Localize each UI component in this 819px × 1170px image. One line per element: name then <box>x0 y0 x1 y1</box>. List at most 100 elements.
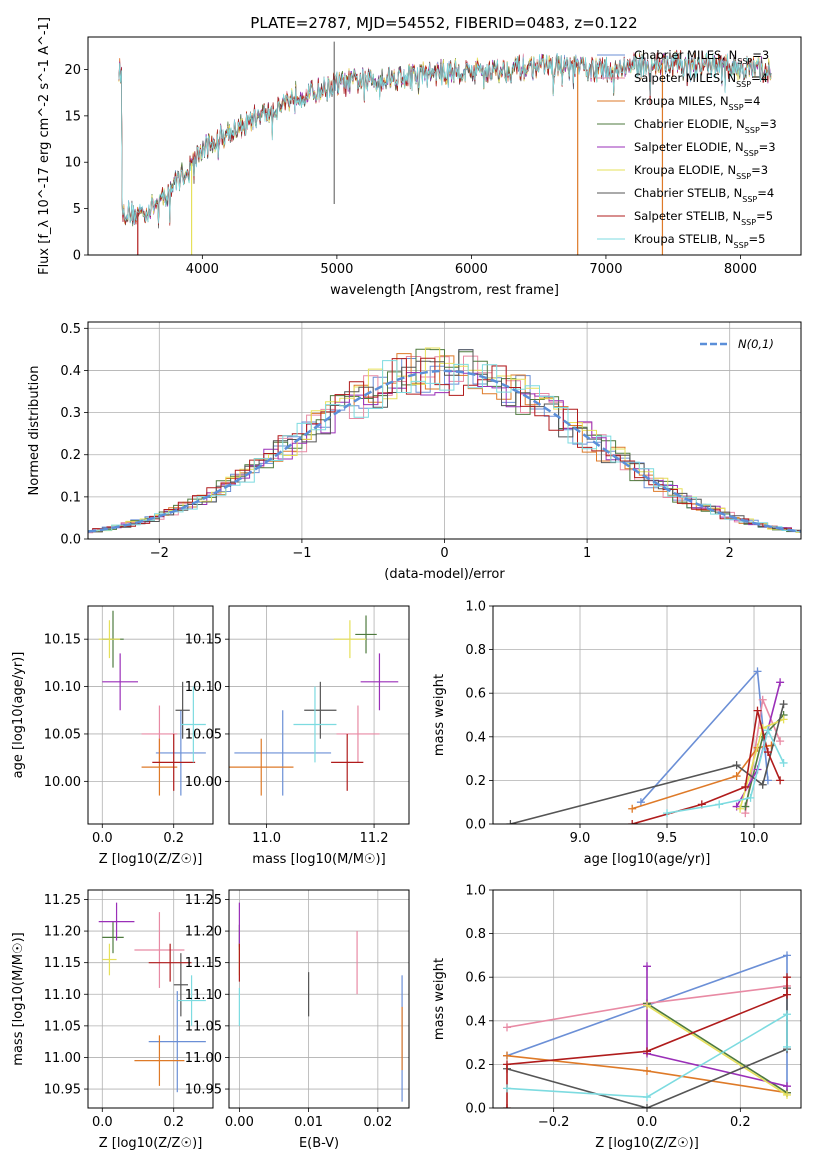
axes-frame <box>87 605 214 825</box>
y-tick-label: 0.3 <box>60 406 81 421</box>
error-bar-point <box>98 620 121 659</box>
y-tick-label: 10.05 <box>44 727 81 742</box>
histogram-step <box>88 360 801 533</box>
weight-marker <box>783 990 791 999</box>
y-tick-label: 0.4 <box>465 1014 486 1029</box>
weight-marker <box>628 804 637 813</box>
legend-label: Chabrier ELODIE, NSSP=3 <box>634 117 777 135</box>
weight-marker <box>741 782 750 791</box>
y-tick-label: 10.95 <box>44 1083 81 1098</box>
figure-title: PLATE=2787, MJD=54552, FIBERID=0483, z=0… <box>250 14 637 32</box>
panel-residual-histogram: −2 −1 0 1 2 0.0 0.1 0.2 0.3 0.4 0.5 (data-model)/er… <box>27 321 802 582</box>
legend-subscript: SSP <box>736 80 751 89</box>
y-tick-label: 10.15 <box>44 633 81 648</box>
x-axis-label: wavelength [Angstrom, rest frame] <box>330 283 559 298</box>
y-tick-label: 10.00 <box>185 775 222 790</box>
axes-frame <box>492 889 802 1109</box>
x-ticks: 0.0 0.2 <box>92 824 184 846</box>
y-ticks: 10.00 10.05 10.10 10.15 <box>44 633 88 790</box>
y-tick-label: 10 <box>64 156 81 171</box>
y-tick-label: 0.6 <box>465 687 486 702</box>
weight-marker <box>503 1104 511 1108</box>
legend-label: Salpeter MILES, NSSP=4 <box>634 71 768 89</box>
y-ticks: 0.0 0.2 0.4 0.6 0.8 1.0 <box>465 600 493 833</box>
weight-marker <box>643 1104 651 1108</box>
x-tick-label: 0.2 <box>163 1115 184 1130</box>
legend-subscript: SSP <box>736 172 751 181</box>
weight-marker <box>753 667 762 676</box>
y-tick-label: 11.05 <box>185 1019 222 1034</box>
y-tick-label: 1.0 <box>465 884 486 899</box>
legend: Chabrier MILES, NSSP=3 Salpeter MILES, NS… <box>597 48 777 250</box>
weight-line <box>631 710 781 824</box>
x-tick-label: 6000 <box>455 262 488 277</box>
y-tick-label: 0.2 <box>60 448 81 463</box>
x-ticks: 11.0 11.2 <box>252 824 389 846</box>
x-ticks: −0.2 0.0 0.2 <box>538 1108 751 1130</box>
error-bar-point <box>234 710 332 796</box>
error-bar-point <box>152 733 196 791</box>
error-bar-point <box>148 991 206 1093</box>
weight-marker <box>779 715 788 724</box>
legend-count: =3 <box>751 163 768 177</box>
error-bar-point <box>293 686 337 763</box>
y-tick-label: 10.15 <box>185 633 222 648</box>
y-tick-label: 11.15 <box>44 956 81 971</box>
y-tick-label: 10.00 <box>44 775 81 790</box>
spectrum-lines <box>118 41 772 255</box>
y-tick-label: 10.05 <box>185 727 222 742</box>
y-tick-label: 11.20 <box>44 925 81 940</box>
y-tick-label: 0.6 <box>465 971 486 986</box>
x-tick-label: 0.2 <box>163 831 184 846</box>
x-axis-label: Z [log10(Z/Z☉)] <box>595 1136 699 1151</box>
weight-marker <box>763 726 772 735</box>
y-tick-label: 20 <box>64 63 81 78</box>
y-tick-label: 0.1 <box>60 490 81 505</box>
weight-marker <box>643 962 651 971</box>
x-axis-label: age [log10(age/yr)] <box>584 852 711 867</box>
error-bars <box>238 902 403 1102</box>
legend-subscript: SSP <box>742 195 757 204</box>
error-bar-point <box>360 653 399 711</box>
legend-label: Chabrier STELIB, NSSP=4 <box>634 186 774 204</box>
legend-label: Kroupa ELODIE, NSSP=3 <box>634 163 768 181</box>
panel-age-vs-mass: 11.0 11.2 10.00 10.05 10.10 10.15 mass [log10(… <box>185 605 410 867</box>
x-tick-label: −0.2 <box>538 1115 570 1130</box>
histograms <box>88 347 801 534</box>
error-bar-point <box>175 681 190 739</box>
y-tick-label: 0.0 <box>60 533 81 548</box>
error-bar-point <box>102 921 124 954</box>
legend-label: Salpeter STELIB, NSSP=5 <box>634 209 773 227</box>
y-tick-label: 11.15 <box>185 956 222 971</box>
weight-marker <box>763 776 772 785</box>
x-ticks: 0.00 0.01 0.02 <box>225 1108 392 1130</box>
error-bar-point <box>102 653 138 711</box>
error-bar-point <box>102 943 117 976</box>
weight-lines <box>506 667 788 824</box>
x-tick-label: 0 <box>440 546 448 561</box>
histogram-step <box>88 348 801 534</box>
weight-marker <box>763 748 772 757</box>
weight-marker <box>628 820 637 824</box>
x-tick-label: 7000 <box>589 262 622 277</box>
error-bar-point <box>141 738 178 796</box>
x-tick-label: 0.01 <box>294 1115 323 1130</box>
x-ticks: 9.0 9.5 10.0 <box>570 824 768 846</box>
y-ticks: 10.95 11.00 11.05 11.10 11.15 11.20 11.25 <box>44 893 88 1098</box>
weight-marker <box>783 1090 791 1099</box>
y-ticks: 10.00 10.05 10.10 10.15 <box>185 633 229 790</box>
y-tick-label: 11.25 <box>185 893 222 908</box>
axes-frame <box>87 889 214 1109</box>
y-tick-label: 0.5 <box>60 322 81 337</box>
weight-marker <box>732 761 741 770</box>
weight-marker <box>776 678 785 687</box>
legend-count: =3 <box>752 48 769 62</box>
x-tick-label: 9.5 <box>657 831 678 846</box>
weight-marker <box>758 780 767 789</box>
histogram-step <box>88 370 801 533</box>
legend-subscript: SSP <box>741 218 756 227</box>
y-axis-label: Flux [f_λ 10^-17 erg cm^-2 s^-1 A^-1] <box>37 17 52 275</box>
y-tick-label: 0.4 <box>465 730 486 745</box>
weight-lines <box>503 951 791 1108</box>
